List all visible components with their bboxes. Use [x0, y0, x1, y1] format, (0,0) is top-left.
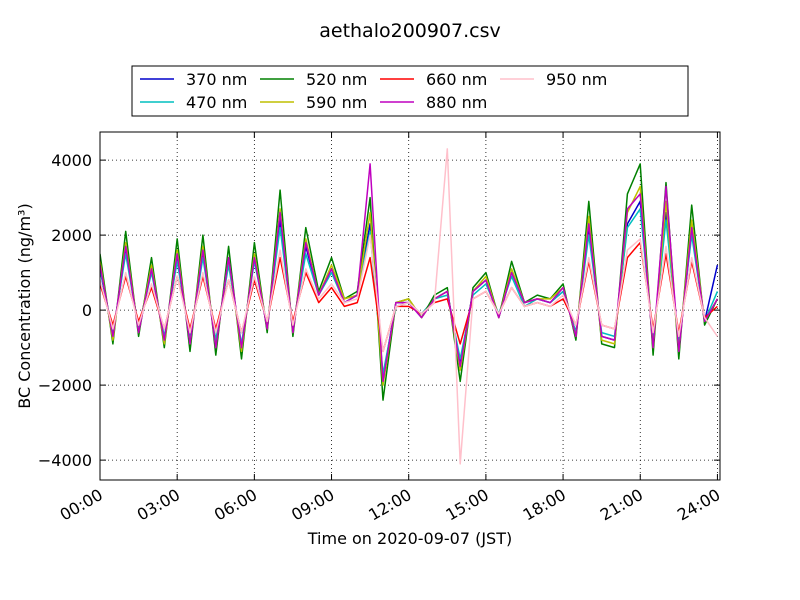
x-tick-label: 09:00 — [288, 485, 337, 525]
legend-label: 370 nm — [186, 70, 247, 89]
legend-label: 950 nm — [546, 70, 607, 89]
y-tick-label: 4000 — [51, 151, 92, 170]
x-tick-label: 06:00 — [211, 485, 260, 525]
y-tick-label: −2000 — [38, 376, 92, 395]
x-tick-label: 03:00 — [134, 485, 183, 525]
y-axis-label: BC Concentration (ng/m³) — [15, 203, 34, 408]
y-tick-label: 2000 — [51, 226, 92, 245]
x-tick-label: 15:00 — [442, 485, 491, 525]
series-line — [100, 185, 719, 386]
legend-box — [131, 65, 689, 117]
y-tick-label: 0 — [82, 301, 92, 320]
x-tick-label: 24:00 — [674, 485, 723, 525]
legend-label: 470 nm — [186, 93, 247, 112]
x-tick-label: 18:00 — [520, 485, 569, 525]
chart-title: aethalo200907.csv — [319, 20, 501, 42]
plot-frame — [99, 131, 721, 481]
legend-label: 590 nm — [306, 93, 367, 112]
series-line — [100, 148, 719, 465]
x-axis-label: Time on 2020-09-07 (JST) — [307, 529, 512, 548]
legend-label: 520 nm — [306, 70, 367, 89]
x-tick-label: 12:00 — [365, 485, 414, 525]
legend-label: 660 nm — [426, 70, 487, 89]
legend-label: 880 nm — [426, 93, 487, 112]
x-tick-label: 21:00 — [597, 485, 646, 525]
y-tick-label: −4000 — [38, 451, 92, 470]
x-tick-label: 00:00 — [57, 485, 106, 525]
